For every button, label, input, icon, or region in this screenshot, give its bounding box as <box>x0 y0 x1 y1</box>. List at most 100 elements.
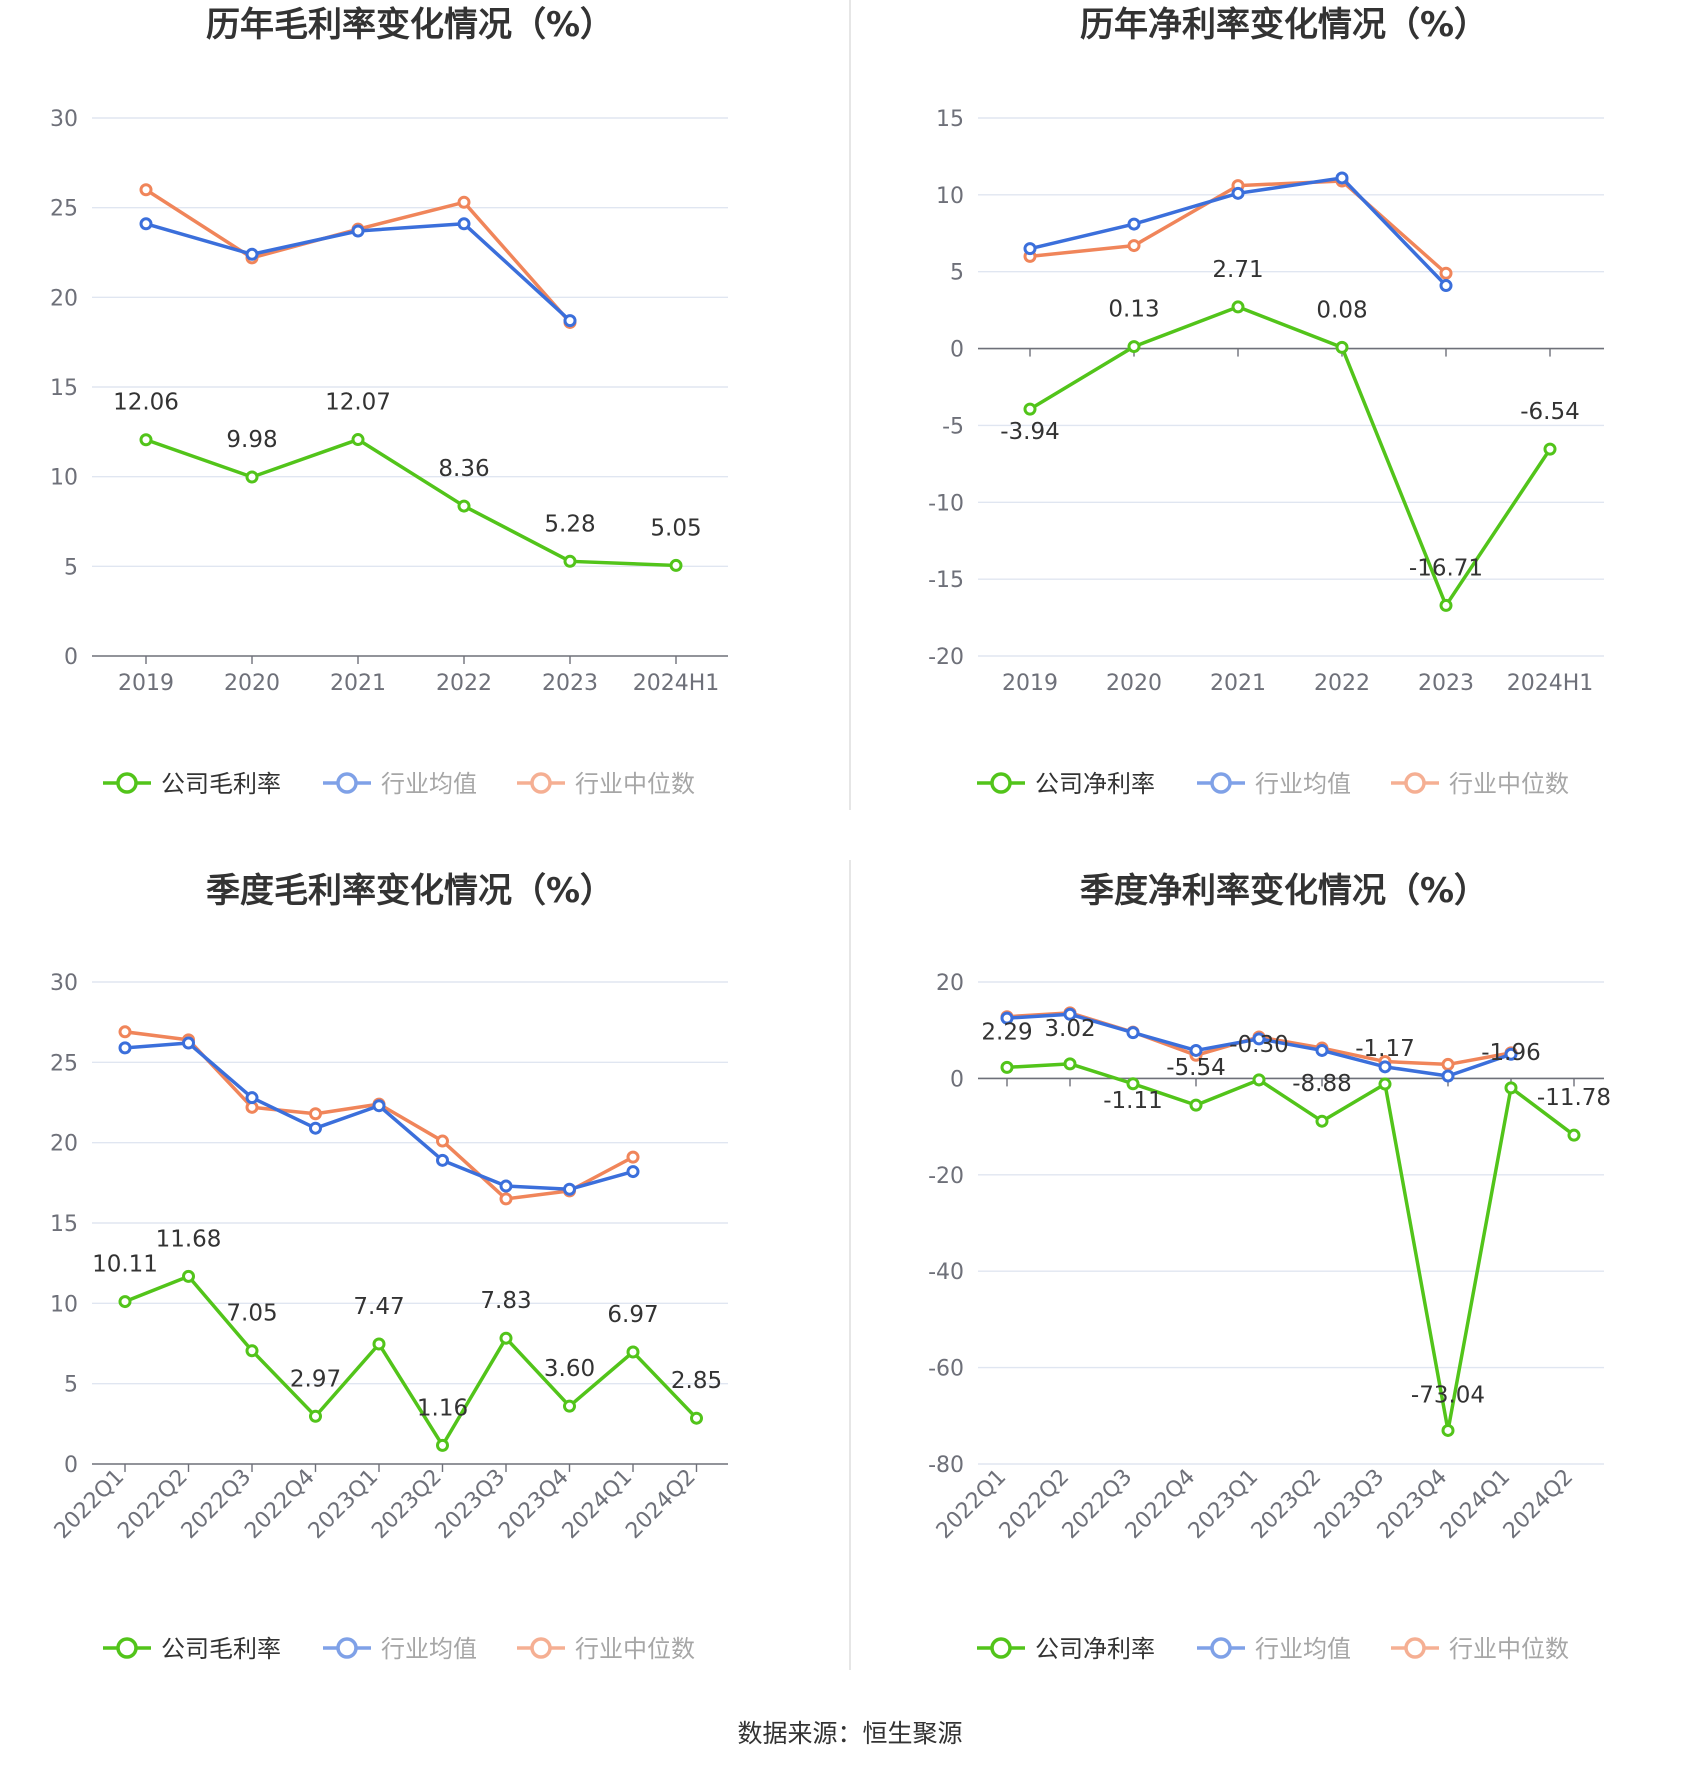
y-tick-label: 15 <box>936 107 964 132</box>
data-point-company <box>245 470 259 484</box>
data-point-company <box>436 1438 449 1452</box>
legend-marker-icon <box>1210 772 1232 794</box>
x-tick-label: 2022Q4 <box>240 1465 319 1544</box>
data-point-company <box>1504 1081 1518 1095</box>
data-label: 3.02 <box>1044 1016 1095 1042</box>
data-label: 5.28 <box>544 511 595 537</box>
data-label: -11.78 <box>1537 1085 1611 1111</box>
data-point-avg <box>1378 1060 1392 1074</box>
data-point-avg <box>1189 1043 1203 1057</box>
legend-marker-icon <box>990 772 1012 794</box>
data-label: 3.60 <box>544 1356 595 1382</box>
series-line-avg <box>124 1041 634 1192</box>
legend-item-company: 公司毛利率 <box>103 770 281 798</box>
data-point-avg <box>1252 1032 1266 1046</box>
data-point-avg <box>563 314 577 328</box>
data-point-avg <box>1063 1007 1077 1021</box>
data-point-avg <box>1315 1043 1329 1057</box>
data-point-company <box>1023 402 1037 416</box>
data-point-company <box>182 1269 195 1283</box>
series-line-company <box>124 1274 698 1448</box>
data-label: 7.47 <box>353 1294 404 1320</box>
data-point-company <box>669 558 683 572</box>
data-label: 7.05 <box>226 1301 277 1327</box>
data-point-avg <box>1000 1011 1014 1025</box>
data-point-company <box>1000 1060 1014 1074</box>
data-label: -1.17 <box>1355 1036 1415 1062</box>
y-tick-label: 20 <box>50 1132 78 1157</box>
legend-item-median: 行业中位数 <box>517 1635 695 1663</box>
data-point-company <box>1335 340 1349 354</box>
legend-item-median: 行业中位数 <box>517 770 695 798</box>
y-tick-label: -40 <box>928 1260 964 1285</box>
x-tick-label: 2019 <box>118 671 174 696</box>
data-point-company <box>309 1409 322 1423</box>
y-tick-label: 20 <box>936 971 964 996</box>
data-point-company <box>1231 300 1245 314</box>
data-label: 12.06 <box>113 390 179 416</box>
legend-label: 行业中位数 <box>1449 770 1569 798</box>
chart-annual-gross: 历年毛利率变化情况（%） 0 5 10 15 20 25 30 2019 2020 2021 2022… <box>50 5 728 798</box>
legend-marker-icon <box>336 1637 358 1659</box>
x-tick-label: 2022Q2 <box>113 1465 192 1544</box>
data-point-company <box>626 1345 640 1359</box>
data-point-avg <box>139 217 153 231</box>
data-label: 9.98 <box>226 427 277 453</box>
data-label: -1.96 <box>1481 1040 1541 1066</box>
data-point-avg <box>626 1165 640 1179</box>
data-label: -0.30 <box>1229 1032 1289 1058</box>
data-label: 0.08 <box>1316 297 1367 323</box>
legend-marker-icon <box>530 1637 552 1659</box>
data-point-median <box>1127 239 1141 253</box>
x-tick-label: 2021 <box>330 671 386 696</box>
series-line-company <box>1029 305 1552 608</box>
legend-label: 公司净利率 <box>1035 770 1155 798</box>
data-point-avg <box>309 1121 322 1135</box>
x-tick-label: 2023 <box>542 671 598 696</box>
series-line-company <box>1006 1062 1576 1433</box>
legend-item-avg: 行业均值 <box>323 1635 477 1663</box>
y-tick-label: 5 <box>950 261 964 286</box>
data-point-company <box>1252 1073 1266 1087</box>
data-label: 1.16 <box>417 1395 468 1421</box>
data-point-avg <box>372 1099 386 1113</box>
data-point-company <box>1189 1098 1203 1112</box>
data-point-company <box>1441 1423 1455 1437</box>
data-point-company <box>1063 1057 1077 1071</box>
data-point-company <box>1126 1077 1140 1091</box>
data-point-avg <box>1439 279 1453 293</box>
data-point-median <box>499 1192 513 1206</box>
data-point-company <box>1127 340 1141 354</box>
y-tick-label: -5 <box>942 414 964 439</box>
x-tick-label: 2019 <box>1002 671 1058 696</box>
data-point-avg <box>245 1091 259 1105</box>
data-point-avg <box>457 217 471 231</box>
data-label: -3.94 <box>1000 419 1060 445</box>
data-point-company <box>499 1331 513 1345</box>
data-label: 2.97 <box>290 1366 341 1392</box>
legend-label: 行业均值 <box>381 1635 477 1663</box>
data-point-company <box>457 499 471 513</box>
y-tick-label: 0 <box>64 1453 78 1478</box>
data-point-median <box>1439 266 1453 280</box>
data-source-label: 数据来源：恒生聚源 <box>737 1719 962 1748</box>
legend-label: 行业中位数 <box>1449 1635 1569 1663</box>
data-label: 2.71 <box>1212 257 1263 283</box>
data-point-company <box>372 1337 386 1351</box>
x-tick-label: 2023Q3 <box>431 1465 510 1544</box>
data-point-avg <box>1441 1069 1455 1083</box>
legend-marker-icon <box>116 772 138 794</box>
legend-label: 公司毛利率 <box>161 1635 281 1663</box>
legend-marker-icon <box>336 772 358 794</box>
data-point-avg <box>1504 1047 1518 1061</box>
y-tick-label: 15 <box>50 1212 78 1237</box>
x-tick-label: 2024Q2 <box>1499 1465 1578 1544</box>
data-point-company <box>1543 442 1557 456</box>
legend-marker-icon <box>116 1637 138 1659</box>
y-tick-label: 15 <box>50 376 78 401</box>
data-point-median <box>118 1025 132 1039</box>
legend-item-company: 公司净利率 <box>977 1635 1155 1663</box>
legend-label: 行业中位数 <box>575 1635 695 1663</box>
data-label: 0.13 <box>1108 297 1159 323</box>
x-tick-label: 2021 <box>1210 671 1266 696</box>
